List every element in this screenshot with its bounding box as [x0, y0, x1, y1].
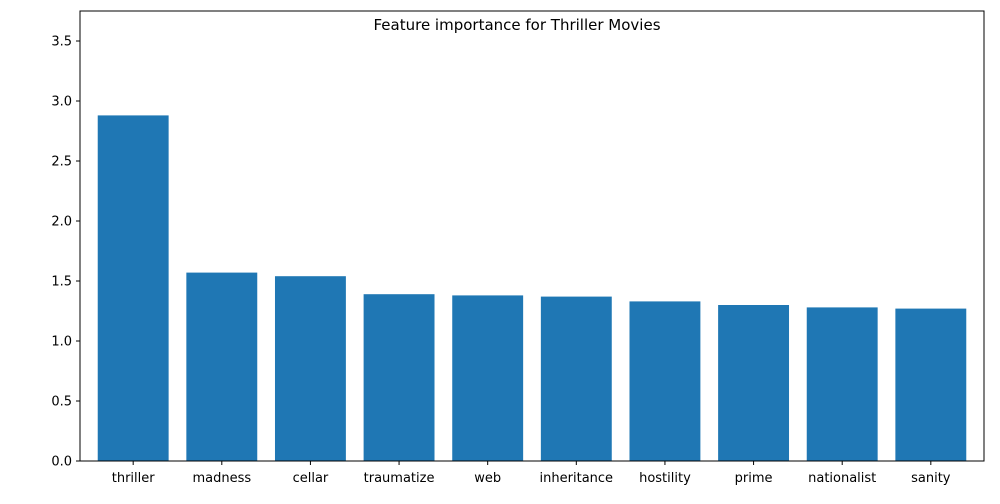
- bar-traumatize: [363, 294, 435, 461]
- y-tick-label: 1.5: [51, 275, 72, 290]
- bar-nationalist: [806, 307, 878, 461]
- x-tick-label: inheritance: [540, 471, 614, 486]
- bar-web: [452, 295, 524, 461]
- y-tick-label: 2.0: [51, 215, 72, 230]
- x-tick-label: cellar: [293, 471, 329, 486]
- y-tick-label: 0.5: [51, 395, 72, 410]
- bar-sanity: [895, 308, 967, 461]
- x-tick-label: hostility: [639, 471, 691, 486]
- y-axis: 0.0 0.5 1.0 1.5 2.0 2.5 3.0 3.5: [51, 35, 80, 470]
- y-tick-label: 0.0: [51, 455, 72, 470]
- bar-cellar: [274, 276, 346, 461]
- y-tick-label: 2.5: [51, 155, 72, 170]
- bars-layer: [97, 115, 967, 462]
- x-tick-label: web: [474, 471, 501, 486]
- x-tick-label: nationalist: [808, 471, 876, 486]
- bar-madness: [186, 272, 258, 461]
- bar-thriller: [97, 115, 169, 462]
- bar-inheritance: [540, 296, 612, 461]
- x-tick-label: traumatize: [364, 471, 435, 486]
- y-tick-label: 1.0: [51, 335, 72, 350]
- x-axis: thriller madness cellar traumatize web inheri…: [112, 461, 951, 486]
- y-tick-label: 3.0: [51, 95, 72, 110]
- x-tick-label: madness: [192, 471, 251, 486]
- y-tick-label: 3.5: [51, 35, 72, 50]
- plot-frame: [79, 10, 985, 462]
- bar-hostility: [629, 301, 701, 461]
- x-tick-label: sanity: [911, 471, 951, 486]
- bar-prime: [718, 305, 790, 461]
- x-tick-label: thriller: [112, 471, 156, 486]
- chart-title: Feature importance for Thriller Movies: [373, 16, 660, 34]
- x-tick-label: prime: [735, 471, 773, 486]
